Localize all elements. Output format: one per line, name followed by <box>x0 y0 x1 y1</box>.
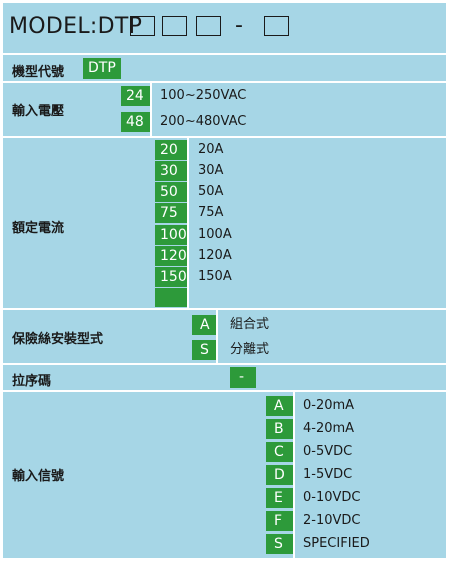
dash-code-label: 拉序碼 <box>12 374 52 389</box>
divider <box>216 310 218 363</box>
signal-desc: 4-20mA <box>303 421 355 436</box>
fuse-desc: 組合式 <box>230 317 270 332</box>
signal-code: B <box>266 419 293 439</box>
divider <box>3 308 446 310</box>
current-desc: 120A <box>198 248 232 263</box>
current-desc: 30A <box>198 163 224 178</box>
spec-panel <box>3 3 446 558</box>
signal-code: E <box>266 488 293 508</box>
model-dash: - <box>235 13 243 38</box>
divider <box>3 53 446 55</box>
current-desc: 150A <box>198 269 232 284</box>
current-code-blank <box>155 288 187 307</box>
voltage-code: 24 <box>121 86 150 106</box>
current-desc: 20A <box>198 142 224 157</box>
signal-desc: 1-5VDC <box>303 467 353 482</box>
divider <box>293 392 295 558</box>
fuse-desc: 分離式 <box>230 342 270 357</box>
model-title: MODEL:DTP <box>9 14 143 39</box>
current-code: 30 <box>155 161 187 181</box>
fuse-code: A <box>192 315 216 335</box>
divider <box>3 81 446 83</box>
voltage-code: 48 <box>121 112 150 132</box>
current-code: 20 <box>155 140 187 160</box>
current-desc: 75A <box>198 205 224 220</box>
signal-desc: 0-10VDC <box>303 490 361 505</box>
signal-code: D <box>266 465 293 485</box>
current-code: 75 <box>155 203 187 223</box>
signal-desc: 0-20mA <box>303 398 355 413</box>
divider <box>3 363 446 365</box>
signal-code: F <box>266 511 293 531</box>
divider <box>3 136 446 138</box>
dash-code-badge: - <box>230 367 256 388</box>
signal-code: C <box>266 442 293 462</box>
divider <box>3 390 446 392</box>
rated-current-label: 額定電流 <box>12 221 65 236</box>
current-code: 120 <box>155 246 187 266</box>
current-code: 50 <box>155 182 187 202</box>
model-slot-4 <box>264 16 289 36</box>
current-desc: 100A <box>198 227 232 242</box>
current-code: 150 <box>155 267 187 287</box>
signal-desc: 0-5VDC <box>303 444 353 459</box>
model-slot-1 <box>130 16 155 36</box>
current-desc: 50A <box>198 184 224 199</box>
current-code: 100 <box>155 225 187 245</box>
voltage-desc: 100~250VAC <box>160 88 247 103</box>
signal-code: A <box>266 396 293 416</box>
signal-desc: SPECIFIED <box>303 536 370 551</box>
model-slot-2 <box>162 16 187 36</box>
fuse-code: S <box>192 340 216 360</box>
input-signal-label: 輸入信號 <box>12 469 65 484</box>
divider <box>150 83 152 136</box>
signal-code: S <box>266 534 293 554</box>
model-code-label: 機型代號 <box>12 65 65 80</box>
voltage-desc: 200~480VAC <box>160 114 247 129</box>
model-code-badge: DTP <box>83 58 121 79</box>
signal-desc: 2-10VDC <box>303 513 361 528</box>
model-slot-3 <box>196 16 221 36</box>
fuse-type-label: 保險絲安裝型式 <box>12 332 104 347</box>
input-voltage-label: 輸入電壓 <box>12 104 65 119</box>
divider <box>187 138 189 308</box>
